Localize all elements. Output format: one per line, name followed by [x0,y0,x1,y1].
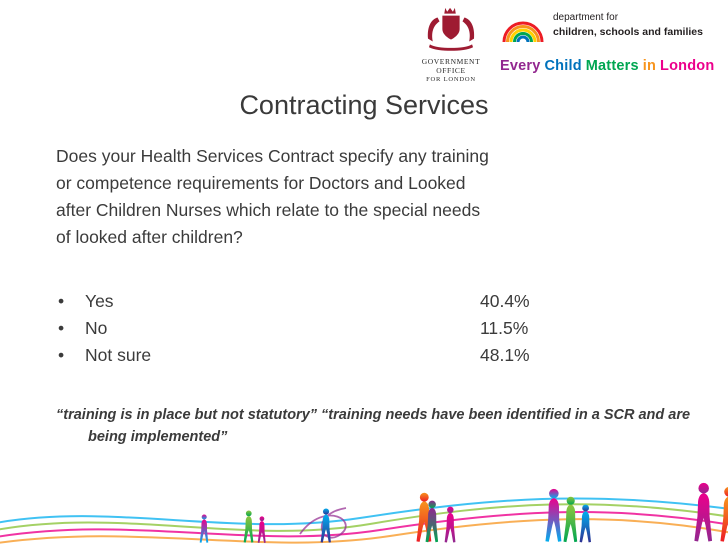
tagline-word: Child [544,58,582,74]
tagline-word: London [660,58,715,74]
crest-caption-line2: FOR LONDON [426,75,476,83]
tagline-word: in [642,58,657,74]
crest-caption: GOVERNMENT OFFICE FOR LONDON [406,57,496,84]
question-line: of looked after children? [56,227,243,247]
question-line: after Children Nurses which relate to th… [56,200,481,220]
tagline-word: Every [500,58,541,74]
dcsf-logo-block: department for children, schools and fam… [500,8,718,74]
list-item: Not sure 48.1% [56,342,645,369]
quote-text: “training is in place but not statutory”… [56,407,691,445]
dcsf-dept-line2: children, schools and families [553,25,703,38]
government-office-crest-icon [409,7,493,56]
answer-label: No [85,318,108,338]
list-item: No 11.5% [56,315,645,342]
every-child-matters-tagline: Every Child Matters in London [500,58,718,74]
survey-results-list: Yes 40.4% No 11.5% Not sure 48.1% [56,288,645,369]
answer-percentage: 11.5% [480,318,529,338]
answer-label: Yes [85,291,114,311]
slide-title: Contracting Services [239,90,489,120]
dcsf-department-name: department for children, schools and fam… [553,8,703,39]
rainbow-icon [500,8,546,53]
children-silhouettes-illustration [0,446,728,546]
dcsf-dept-line1: department for [553,12,619,23]
answer-label: Not sure [85,345,152,365]
crest-caption-line1: GOVERNMENT OFFICE [421,57,481,76]
question-text: Does your Health Services Contract speci… [56,143,489,251]
list-item: Yes 40.4% [56,288,645,315]
question-line: or competence requirements for Doctors a… [56,173,466,193]
gol-crest-block: GOVERNMENT OFFICE FOR LONDON [406,6,496,84]
answer-percentage: 48.1% [480,345,530,365]
tagline-word: Matters [585,58,639,74]
answer-percentage: 40.4% [480,291,530,311]
question-line: Does your Health Services Contract speci… [56,146,489,166]
